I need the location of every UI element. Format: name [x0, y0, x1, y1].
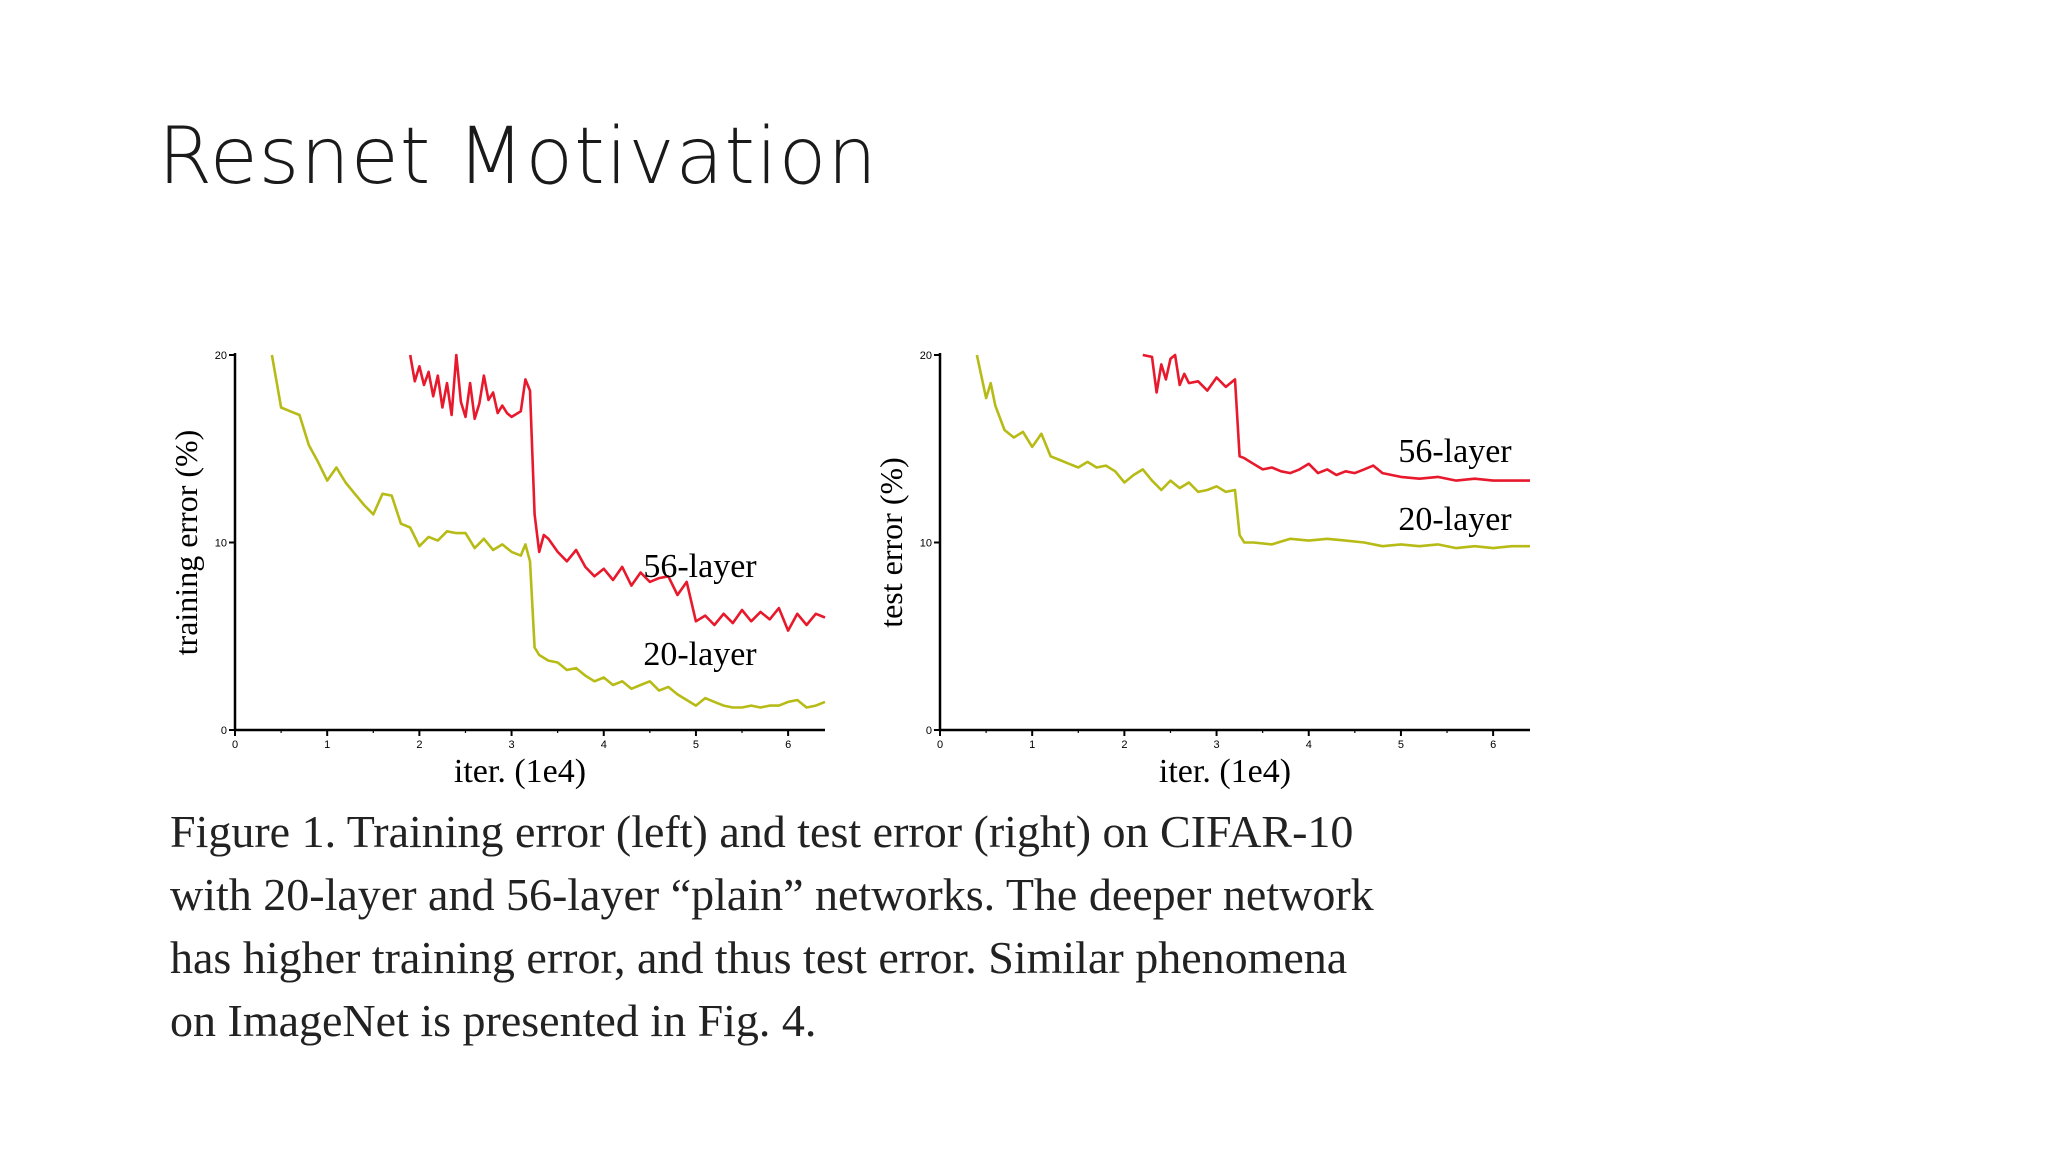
x-tick-label: 5	[693, 739, 699, 751]
y-tick-label: 0	[926, 725, 932, 737]
x-tick-label: 3	[1214, 739, 1220, 751]
series-label-20-layer: 20-layer	[643, 636, 757, 673]
x-tick-label: 4	[1306, 739, 1312, 751]
x-axis-label: iter. (1e4)	[454, 753, 586, 790]
x-axis-label: iter. (1e4)	[1159, 753, 1291, 790]
y-tick-label: 20	[215, 350, 227, 362]
series-label-56-layer: 56-layer	[1398, 433, 1512, 470]
y-tick-label: 20	[920, 350, 932, 362]
y-tick-label: 10	[920, 538, 932, 550]
x-tick-label: 0	[937, 739, 943, 751]
y-tick-label: 10	[215, 538, 227, 550]
y-axis-label: test error (%)	[873, 457, 909, 628]
y-axis-label: training error (%)	[168, 430, 204, 656]
y-tick-label: 0	[221, 725, 227, 737]
x-tick-label: 2	[416, 739, 422, 751]
x-tick-label: 6	[1490, 739, 1496, 751]
series-label-56-layer: 56-layer	[643, 548, 757, 585]
x-tick-label: 3	[509, 739, 515, 751]
training-error-chart: 0 1 2 3 4 5 6 0 10 20 iter. (1e4) training error (%…	[160, 340, 880, 810]
test-error-chart: 0 1 2 3 4 5 6 0 10 20 iter. (1e4) test error (%) 56-…	[865, 340, 1585, 810]
training-error-plot: 0 1 2 3 4 5 6 0 10 20 iter. (1e4) training error (%…	[168, 350, 826, 790]
x-tick-label: 5	[1398, 739, 1404, 751]
x-tick-label: 1	[1029, 739, 1035, 751]
series-line-56-layer	[408, 353, 826, 632]
figure-caption: Figure 1. Training error (left) and test…	[170, 806, 1374, 1046]
x-tick-label: 4	[601, 739, 607, 751]
x-tick-label: 0	[232, 739, 238, 751]
slide-title: Resnet Motivation	[158, 112, 878, 202]
series-label-20-layer: 20-layer	[1398, 501, 1512, 538]
x-tick-label: 1	[324, 739, 330, 751]
series-line-20-layer	[270, 354, 826, 709]
x-tick-label: 2	[1121, 739, 1127, 751]
series-line-20-layer	[975, 354, 1530, 550]
x-tick-label: 6	[785, 739, 791, 751]
series-line-56-layer	[1142, 353, 1530, 482]
test-error-plot: 0 1 2 3 4 5 6 0 10 20 iter. (1e4) test error (%) 56-…	[873, 350, 1530, 790]
